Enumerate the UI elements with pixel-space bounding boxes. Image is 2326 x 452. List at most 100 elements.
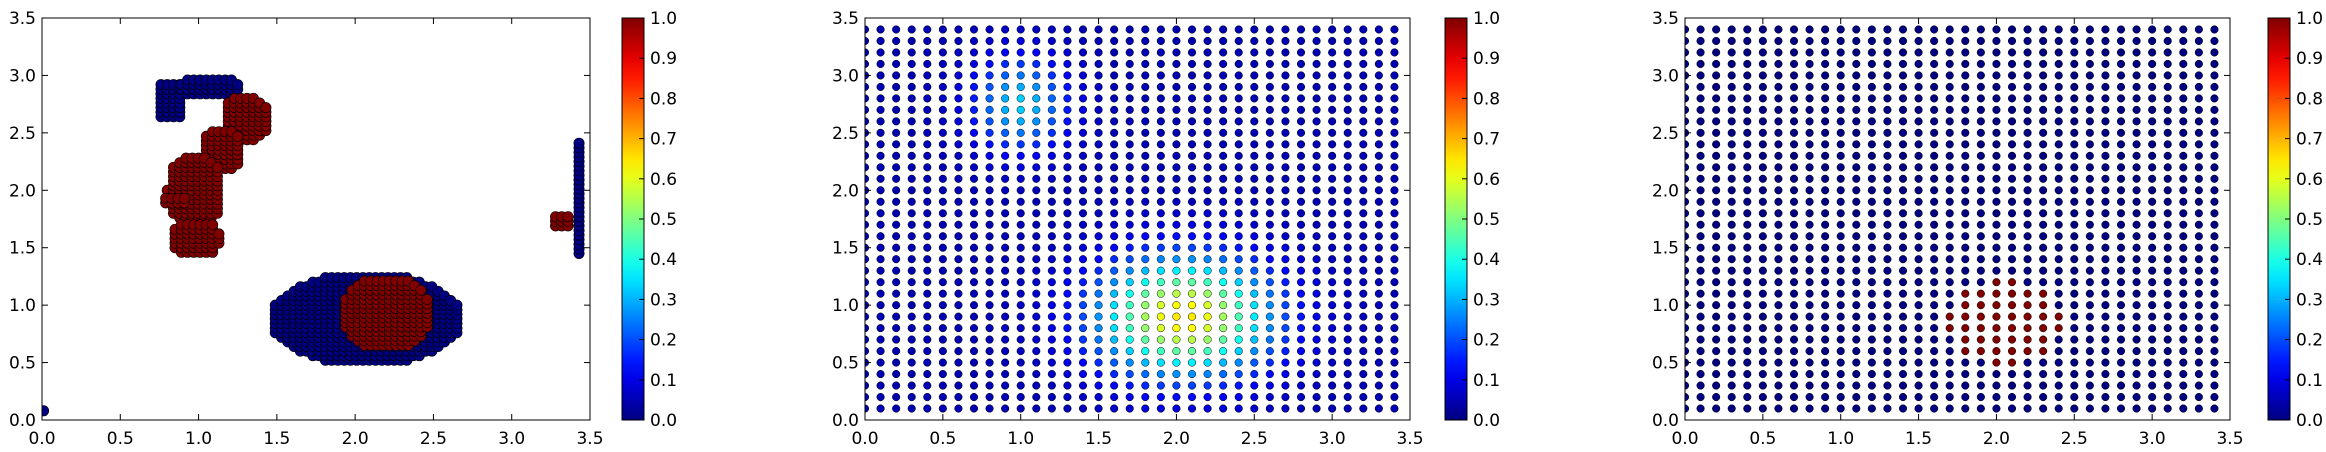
scatter-point [2054,266,2063,275]
scatter-point [1852,36,1861,46]
scatter-point [1328,197,1337,206]
scatter-point [1063,140,1072,149]
scatter-point [1805,82,1814,91]
scatter-point [1047,105,1056,114]
scatter-point [1250,220,1259,229]
scatter-point [1328,347,1337,356]
scatter-point [1281,232,1290,241]
scatter-point [1898,324,1908,333]
scatter-point [1712,163,1721,172]
scatter-point [1094,243,1103,252]
scatter-point [1390,358,1399,367]
scatter-point [1001,59,1010,68]
scatter-point [1001,243,1010,252]
scatter-point [1063,174,1072,183]
scatter-point [2039,335,2048,344]
scatter-point [892,347,901,356]
scatter-point [938,105,947,114]
scatter-point [1945,358,1954,367]
scatter-point [1265,94,1274,103]
scatter-point [1016,358,1025,367]
scatter-point [907,312,916,321]
scatter-point [1976,48,1985,57]
scatter-point [1296,381,1306,390]
scatter-point [1250,232,1259,241]
scatter-point [2007,128,2017,137]
scatter-point [2116,82,2126,91]
scatter-point [1032,243,1041,252]
scatter-point [2070,94,2079,103]
scatter-point [1914,220,1923,229]
scatter-point [1110,209,1119,218]
scatter-point [1992,140,2001,149]
scatter-point [2101,128,2110,137]
scatter-point [1836,209,1845,218]
scatter-point [1390,220,1399,229]
scatter-point [2116,220,2126,229]
scatter-point [1930,82,1939,91]
scatter-point [969,117,979,126]
scatter-point [1312,266,1321,275]
scatter-point [923,163,932,172]
scatter-point [2085,48,2094,57]
scatter-point [1172,25,1181,34]
x-tick-label: 3.0 [1319,429,1346,449]
scatter-point [954,71,963,80]
scatter-point [1743,289,1752,298]
scatter-point [1696,289,1705,298]
scatter-point [1016,243,1025,252]
scatter-point [1078,140,1088,149]
scatter-point [1821,232,1830,241]
scatter-point [1390,324,1399,333]
scatter-point [1836,117,1845,126]
scatter-point [1110,174,1119,183]
scatter-point [1992,197,2001,206]
scatter-point [985,140,994,149]
scatter-point [923,243,932,252]
scatter-point [1094,197,1103,206]
scatter-point [1836,48,1845,57]
scatter-point [954,255,963,264]
scatter-point [1032,174,1041,183]
scatter-point [1281,301,1290,310]
scatter-point [907,197,916,206]
scatter-point [907,82,916,91]
scatter-point [1883,289,1892,298]
scatter-point [1914,128,1923,137]
scatter-point [1727,25,1736,34]
scatter-point [1234,358,1243,367]
scatter-point [954,301,963,310]
scatter-point [1032,151,1041,160]
scatter-point [1016,186,1025,195]
scatter-point [1343,301,1352,310]
scatter-point [2132,140,2141,149]
scatter-point [1961,243,1970,252]
scatter-point [2116,186,2126,195]
scatter-point [1821,324,1830,333]
scatter-point [2039,392,2048,402]
colorbar: 0.00.10.20.30.40.50.60.70.80.91.0 [1444,9,1500,431]
scatter-point [1992,347,2001,356]
scatter-point [1172,220,1181,229]
scatter-point [954,25,963,34]
scatter-point [1758,209,1767,218]
scatter-point [1110,381,1119,390]
scatter-point [1203,312,1212,321]
plot-frame [1684,17,2231,421]
scatter-point [2132,94,2141,103]
scatter-point [1774,174,1783,183]
scatter-point [907,278,916,287]
scatter-point [1094,335,1103,344]
scatter-point [1930,186,1939,195]
scatter-point [1016,105,1025,114]
scatter-point [923,94,932,103]
scatter-point [2210,71,2219,80]
scatter-point [1696,255,1705,264]
scatter-point [1203,140,1212,149]
scatter-point [2039,94,2048,103]
scatter-point [1883,71,1892,80]
scatter-point [1743,174,1752,183]
scatter-point [1203,59,1212,68]
scatter-point [1187,48,1197,57]
scatter-point [1359,347,1368,356]
